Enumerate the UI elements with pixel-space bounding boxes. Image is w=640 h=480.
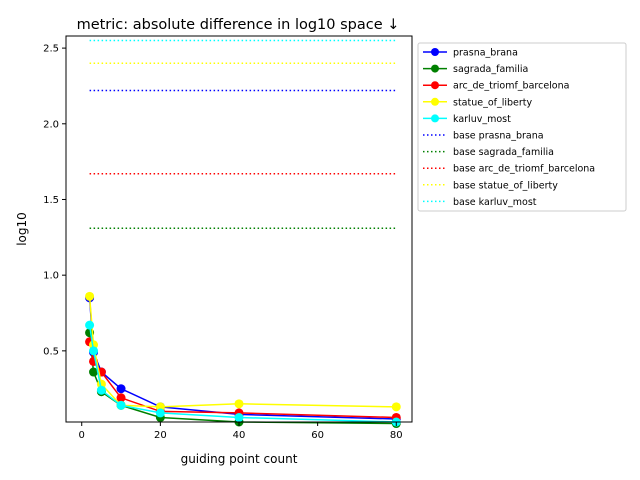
x-tick-label: 80 [390, 430, 403, 441]
legend-label: prasna_brana [453, 48, 518, 59]
baselines-layer [89, 39, 397, 229]
legend-marker-swatch [431, 48, 439, 56]
x-tick-label: 20 [154, 430, 167, 441]
legend-label: base sagrada_familia [453, 147, 554, 158]
y-tick-label: 2.5 [43, 44, 59, 55]
data-point-statue-of-liberty [85, 291, 95, 301]
legend-marker-swatch [431, 64, 439, 73]
legend-box [417, 42, 627, 212]
legend-label: sagrada_familia [453, 64, 528, 75]
legend-entry-arc-de-triomf-barcelona: arc_de_triomf_barcelona [423, 81, 569, 92]
x-tick-label: 40 [233, 430, 246, 441]
legend-label: arc_de_triomf_barcelona [453, 81, 569, 92]
legend-label: base prasna_brana [453, 131, 544, 142]
data-point-statue-of-liberty [391, 402, 401, 412]
y-axis-label: log10 [15, 212, 29, 246]
legend-marker-swatch [431, 97, 439, 106]
chart-title: metric: absolute difference in log10 spa… [77, 17, 400, 33]
data-point-arc-de-triomf-barcelona [116, 393, 126, 403]
series-layer [85, 291, 401, 429]
y-axis: 0.5 1.0 1.5 2.0 2.5 [43, 44, 66, 357]
legend-entry-statue-of-liberty: statue_of_liberty [423, 97, 533, 108]
series-karluv-most [85, 320, 401, 427]
legend-entries: prasna_brana sagrada_familia arc_de_triomf… [423, 48, 595, 208]
legend-entry-base-sagrada-familia: base sagrada_familia [423, 147, 554, 158]
data-point-karluv-most [155, 408, 165, 418]
y-tick-label: 2.0 [43, 119, 59, 130]
legend-marker-swatch [431, 81, 439, 90]
legend-label: statue_of_liberty [453, 97, 533, 108]
data-point-karluv-most [89, 346, 99, 356]
legend-label: karluv_most [453, 114, 511, 125]
legend-entry-base-karluv-most: base karluv_most [423, 197, 537, 208]
data-point-statue-of-liberty [234, 399, 244, 409]
legend-marker-swatch [431, 114, 439, 123]
legend-entry-prasna-brana: prasna_brana [423, 48, 518, 59]
legend-entry-base-arc-de-triomf-barcelona: base arc_de_triomf_barcelona [423, 164, 595, 175]
x-tick-label: 60 [311, 430, 324, 441]
y-tick-label: 1.0 [43, 271, 59, 282]
data-point-karluv-most [116, 400, 126, 410]
legend-label: base arc_de_triomf_barcelona [453, 164, 595, 175]
legend-label: base karluv_most [453, 197, 537, 208]
data-point-karluv-most [234, 412, 244, 422]
legend: prasna_brana sagrada_familia arc_de_triomf… [417, 42, 627, 212]
x-tick-label: 0 [79, 430, 85, 441]
data-point-sagrada-familia [89, 367, 99, 377]
data-point-prasna-brana [116, 384, 126, 394]
x-axis: 0 20 40 60 80 [79, 422, 403, 441]
legend-entry-base-prasna-brana: base prasna_brana [423, 131, 544, 142]
legend-label: base statue_of_liberty [453, 180, 558, 191]
y-tick-label: 1.5 [43, 195, 59, 206]
data-point-karluv-most [96, 385, 106, 395]
plot-area [65, 35, 413, 429]
legend-entry-karluv-most: karluv_most [423, 114, 511, 125]
y-tick-label: 0.5 [43, 346, 59, 357]
x-axis-label: guiding point count [181, 452, 298, 466]
legend-entry-sagrada-familia: sagrada_familia [423, 64, 528, 75]
legend-entry-base-statue-of-liberty: base statue_of_liberty [423, 180, 558, 191]
data-point-karluv-most [85, 320, 95, 330]
